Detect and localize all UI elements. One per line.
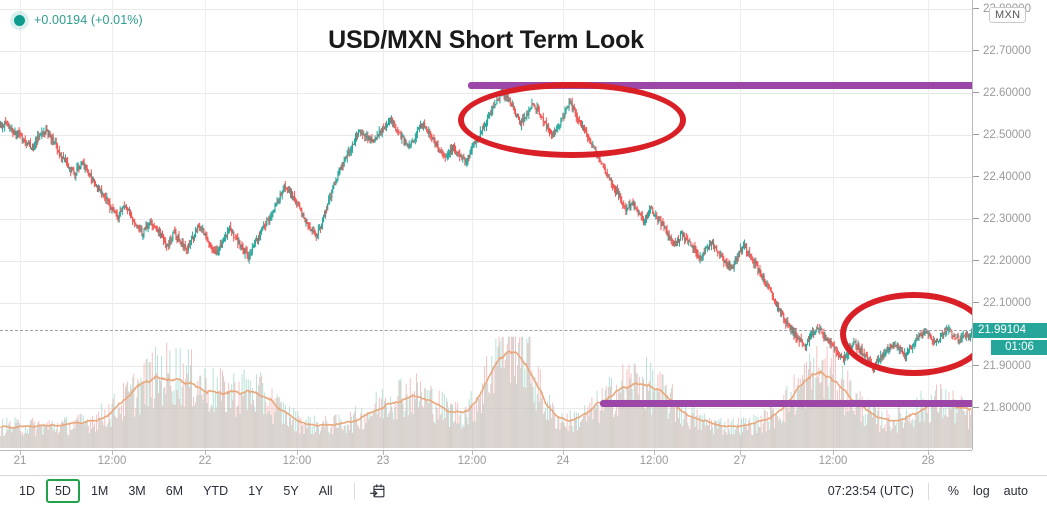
calendar-goto-icon	[369, 483, 385, 497]
goto-date-button[interactable]	[367, 480, 389, 502]
gridline-vertical	[563, 0, 564, 450]
price-tick-label: 22.40000	[983, 171, 1031, 183]
resistance-line[interactable]	[468, 82, 972, 89]
price-tick-label: 22.60000	[983, 87, 1031, 99]
timeframe-button-5d[interactable]: 5D	[45, 479, 80, 503]
currency-badge: MXN	[989, 7, 1027, 23]
gridline-horizontal	[0, 177, 972, 178]
quote-row: +0.00194 (+0.01%)	[14, 10, 143, 30]
toolbar-divider	[353, 482, 355, 500]
price-tick-label: 22.30000	[983, 213, 1031, 225]
time-tick-label: 24	[556, 455, 570, 467]
price-tick-label: 21.90000	[983, 360, 1031, 372]
current-price-badge: 21.99104	[973, 323, 1047, 338]
time-tick-label: 21	[13, 455, 27, 467]
quote-status-dot	[14, 14, 25, 26]
clock-label: 07:23:54 (UTC)	[827, 484, 914, 498]
ellipse-annotation-top[interactable]	[458, 82, 686, 158]
time-tick-label: 12:00	[639, 455, 669, 467]
bar-countdown-badge: 01:06	[991, 340, 1047, 355]
price-tick-label: 22.50000	[983, 129, 1031, 141]
gridline-vertical	[833, 0, 834, 450]
timeframe-button-ytd[interactable]: YTD	[203, 484, 229, 498]
timeframe-button-6m[interactable]: 6M	[165, 484, 184, 498]
auto-scale-button[interactable]: auto	[1003, 484, 1028, 498]
gridline-vertical	[297, 0, 298, 450]
gridline-horizontal	[0, 93, 972, 94]
gridline-horizontal	[0, 366, 972, 367]
time-tick-label: 12:00	[97, 455, 127, 467]
gridline-horizontal	[0, 303, 972, 304]
price-axis[interactable]: 22.80000 22.70000 22.60000 22.50000 22.4…	[972, 0, 1047, 450]
price-tick-label: 22.20000	[983, 255, 1031, 267]
time-tick-label: 28	[921, 455, 935, 467]
price-tick: 22.40000	[973, 170, 1047, 184]
timeframe-button-3m[interactable]: 3M	[128, 484, 146, 498]
timeframe-group: 1D 5D 1M 3M 6M YTD 1Y 5Y All	[0, 479, 342, 503]
quote-change-text: +0.00194 (+0.01%)	[34, 13, 143, 27]
support-line[interactable]	[600, 400, 972, 407]
price-tick-label: 22.70000	[983, 45, 1031, 57]
timeframe-button-all[interactable]: All	[318, 484, 333, 498]
price-tick-label: 21.80000	[983, 402, 1031, 414]
price-tick: 22.10000	[973, 296, 1047, 310]
log-scale-button[interactable]: log	[972, 484, 990, 498]
toolbar-right-group: 07:23:54 (UTC) % log auto	[828, 481, 1047, 501]
time-tick-label: 12:00	[818, 455, 848, 467]
time-tick-label: 22	[198, 455, 212, 467]
gridline-vertical	[383, 0, 384, 450]
gridline-vertical	[654, 0, 655, 450]
toolbar-divider	[927, 482, 929, 500]
gridline-vertical	[472, 0, 473, 450]
gridline-vertical	[20, 0, 21, 450]
page-title: USD/MXN Short Term Look	[328, 26, 644, 54]
price-tick: 21.80000	[973, 401, 1047, 415]
gridline-horizontal	[0, 51, 972, 52]
time-tick-label: 12:00	[457, 455, 487, 467]
price-tick-label: 22.10000	[983, 297, 1031, 309]
timeframe-button-1y[interactable]: 1Y	[248, 484, 264, 498]
candlestick-series	[0, 83, 972, 448]
timeframe-button-1d[interactable]: 1D	[19, 484, 35, 498]
time-tick-label: 27	[733, 455, 747, 467]
gridline-vertical	[205, 0, 206, 450]
gridline-vertical	[740, 0, 741, 450]
price-tick: 22.30000	[973, 212, 1047, 226]
gridline-vertical	[112, 0, 113, 450]
time-axis[interactable]: 21 12:00 22 12:00 23 12:00 24 12:00 27 1…	[0, 450, 972, 475]
time-tick-label: 23	[376, 455, 390, 467]
time-tick-label: 12:00	[282, 455, 312, 467]
gridline-vertical	[928, 0, 929, 450]
timeframe-button-1m[interactable]: 1M	[90, 484, 109, 498]
price-chart-canvas[interactable]: +0.00194 (+0.01%) USD/MXN Short Term Loo…	[0, 0, 972, 450]
timeframe-button-5y[interactable]: 5Y	[283, 484, 299, 498]
last-price-line	[0, 330, 972, 331]
percent-scale-button[interactable]: %	[947, 484, 959, 498]
price-tick: 22.20000	[973, 254, 1047, 268]
gridline-horizontal	[0, 219, 972, 220]
price-tick: 22.60000	[973, 86, 1047, 100]
bottom-toolbar: 1D 5D 1M 3M 6M YTD 1Y 5Y All 07:23:54 (UTC) % lo…	[0, 475, 1047, 506]
price-tick: 22.70000	[973, 44, 1047, 58]
gridline-horizontal	[0, 9, 972, 10]
price-tick: 21.90000	[973, 359, 1047, 373]
gridline-horizontal	[0, 261, 972, 262]
price-tick: 22.50000	[973, 128, 1047, 142]
ellipse-annotation-bottom[interactable]	[840, 292, 972, 376]
